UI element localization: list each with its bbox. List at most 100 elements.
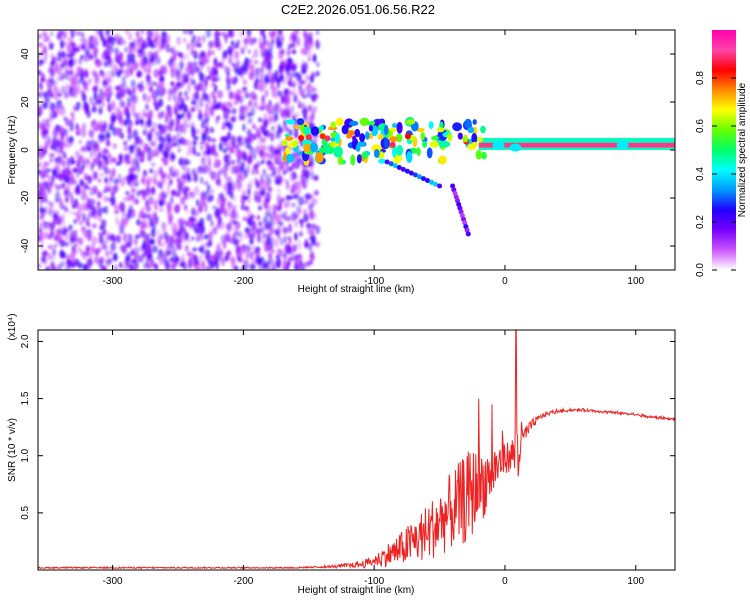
signal-blob [294, 124, 300, 130]
spectral-blob [284, 126, 290, 132]
spectral-blob [307, 50, 313, 58]
spectral-blob [309, 194, 314, 200]
spectral-blob [147, 130, 153, 138]
spectral-blob [98, 108, 103, 114]
spectral-blob [123, 119, 128, 127]
spectral-blob [41, 219, 46, 229]
spectral-blob [263, 113, 268, 121]
spectral-blob [167, 250, 172, 256]
spectral-blob [228, 90, 234, 100]
spectral-blob [266, 145, 271, 152]
spectral-blob [145, 104, 149, 111]
spectral-blob [116, 39, 120, 45]
spectral-blob [93, 150, 96, 157]
spectral-blob [232, 115, 237, 122]
spectral-blob [168, 216, 173, 225]
spectral-blob [153, 215, 159, 225]
streak-blob [425, 178, 430, 183]
spectral-blob [310, 170, 314, 181]
spectral-blob [39, 59, 45, 65]
spectral-blob [147, 196, 154, 206]
signal-blob [396, 121, 403, 134]
spectral-blob [301, 102, 306, 111]
spectral-blob [242, 216, 249, 222]
spectral-blob [186, 238, 192, 243]
spectral-blob [97, 206, 102, 217]
spectral-blob [118, 155, 124, 165]
signal-blob [389, 136, 398, 143]
spectral-blob [260, 151, 265, 159]
signal-blob [285, 119, 296, 125]
spectral-blob [146, 117, 152, 128]
signal-blob [429, 141, 439, 148]
spectral-blob [135, 30, 140, 38]
spectral-blob [285, 109, 292, 119]
spectral-blob [121, 244, 127, 254]
spectral-blob [135, 155, 140, 165]
signal-blob [330, 121, 336, 129]
spectral-blob [182, 158, 189, 166]
spectral-blob [276, 194, 282, 205]
spectral-blob [153, 203, 158, 211]
spectral-blob [188, 220, 193, 227]
spectral-blob [210, 188, 215, 194]
spectral-blob [108, 257, 113, 265]
spectral-blob [228, 55, 233, 63]
spectral-blob [303, 213, 309, 223]
signal-blob [310, 142, 318, 153]
y-tick-label: 1.0 [20, 448, 31, 462]
spectral-blob [128, 204, 134, 211]
spectral-blob [227, 122, 233, 131]
spectral-blob [128, 167, 134, 176]
spectral-blob [308, 203, 313, 211]
spectral-blob [219, 168, 224, 175]
spectral-blob [108, 90, 114, 96]
spectral-blob [248, 100, 253, 107]
spectral-blob [180, 196, 186, 205]
spectral-blob [173, 239, 179, 246]
spectral-blob [77, 168, 84, 175]
spectral-blob [47, 174, 51, 182]
spectral-blob [64, 69, 69, 80]
spectral-blob [118, 52, 124, 62]
spectral-blob [291, 105, 294, 115]
spectral-blob [242, 152, 248, 162]
spectral-blob [225, 231, 231, 237]
spectral-blob [67, 36, 74, 45]
spectral-blob [98, 160, 102, 170]
spectral-blob [156, 236, 162, 244]
spectral-blob [101, 207, 106, 213]
spectral-blob [93, 90, 97, 101]
spectral-blob [259, 226, 265, 234]
spectral-blob [267, 256, 274, 265]
spectral-blob [306, 228, 313, 234]
spectral-blob [125, 255, 130, 261]
spectral-blob [186, 42, 190, 51]
spectral-blob [261, 145, 267, 150]
spectral-blob [158, 75, 165, 83]
spectral-blob [160, 40, 165, 51]
spectral-blob [108, 124, 114, 131]
spectral-blob [217, 90, 224, 99]
streak-blob [408, 170, 414, 176]
spectral-blob [202, 88, 206, 96]
spectral-blob [54, 61, 60, 69]
spectral-blob [119, 262, 123, 268]
spectral-blob [59, 145, 64, 154]
signal-blob [467, 126, 475, 134]
spectral-blob [87, 140, 93, 151]
spectral-blob [181, 122, 186, 133]
signal-blob [452, 122, 462, 132]
spectral-blob [276, 103, 282, 111]
spectral-blob [275, 229, 279, 237]
spectral-blob [121, 39, 127, 45]
spectral-blob [239, 115, 243, 121]
spectral-blob [132, 64, 138, 72]
spectral-blob [305, 194, 311, 201]
spectral-blob [75, 160, 81, 168]
spectral-blob [83, 194, 89, 201]
spectral-blob [266, 221, 273, 230]
spectral-blob [266, 266, 273, 270]
spectral-blob [185, 95, 190, 101]
spectral-blob [192, 140, 198, 146]
